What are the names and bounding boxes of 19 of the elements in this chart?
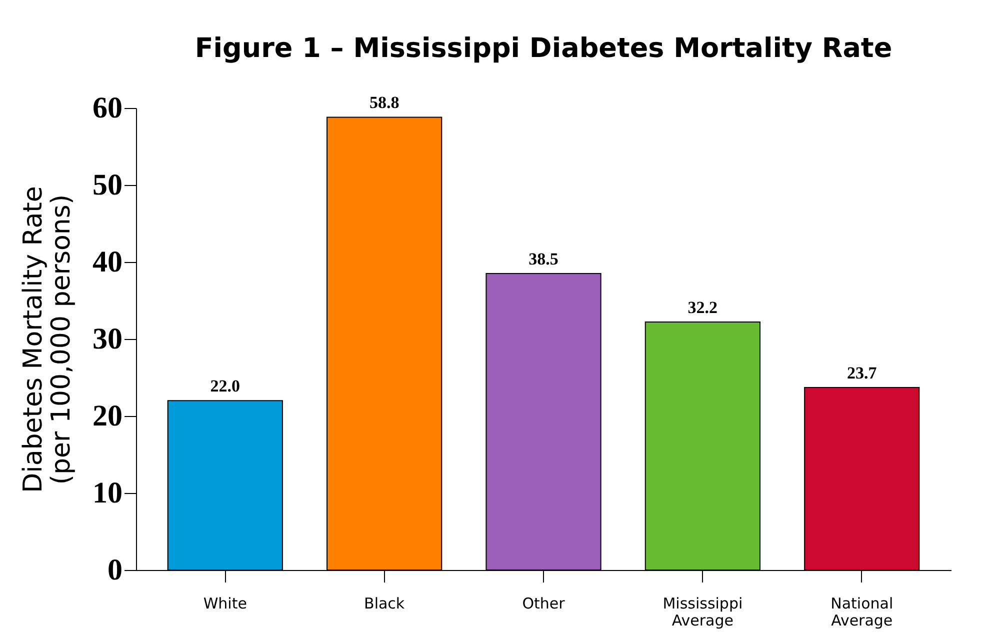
x-tick-label: White — [203, 594, 247, 612]
x-tick-label: Mississippi Average — [662, 594, 743, 630]
data-label: 32.2 — [688, 298, 718, 318]
chart-title: Figure 1 – Mississippi Diabetes Mortality Rate — [194, 33, 892, 64]
y-tick-label: 20 — [92, 400, 122, 432]
y-tick-label: 40 — [92, 246, 122, 278]
x-tick-label: Black — [364, 594, 405, 612]
data-label: 58.8 — [369, 93, 400, 112]
x-tick-label: National Average — [830, 594, 894, 630]
y-tick-label: 50 — [92, 168, 122, 202]
y-tick-label: 60 — [92, 92, 122, 124]
x-tick-label: Other — [522, 594, 566, 612]
y-axis-title: Diabetes Mortality Rate (per 100,000 persons) — [18, 186, 76, 493]
data-label: 23.7 — [846, 364, 878, 383]
data-label: 22.0 — [210, 376, 240, 396]
y-tick-label: 10 — [92, 476, 122, 510]
y-tick-label: 0 — [108, 554, 122, 586]
data-label: 38.5 — [528, 250, 558, 269]
y-tick-label: 30 — [92, 322, 122, 356]
